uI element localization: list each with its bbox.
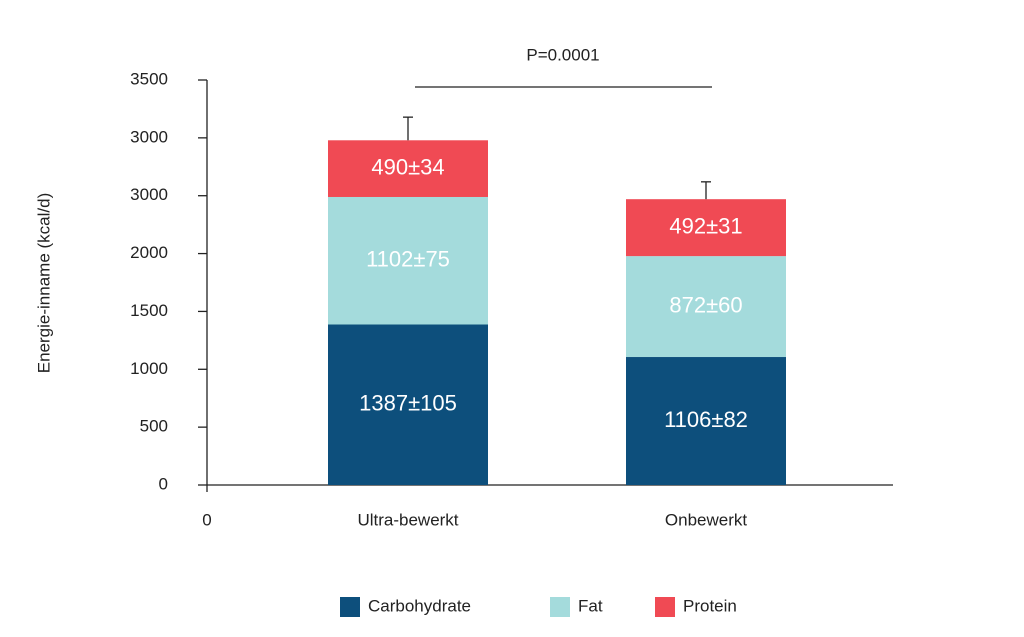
y-tick-label: 3000 xyxy=(130,185,168,204)
corner-label: 0 xyxy=(202,510,211,529)
legend-label: Protein xyxy=(683,596,737,615)
y-tick-label: 1000 xyxy=(130,359,168,378)
legend-swatch xyxy=(655,597,675,617)
bar-segment xyxy=(328,196,488,325)
y-tick-label: 3500 xyxy=(130,69,168,88)
bar-segment xyxy=(626,199,786,257)
value-label: 1387±105 xyxy=(359,391,457,416)
significance-label: P=0.0001 xyxy=(526,45,599,64)
y-tick-label: 500 xyxy=(140,417,168,436)
legend-label: Carbohydrate xyxy=(368,596,471,615)
x-tick-label: Onbewerkt xyxy=(665,510,747,529)
legend-swatch xyxy=(340,597,360,617)
value-label: 492±31 xyxy=(669,213,742,238)
bar-segment xyxy=(626,357,786,485)
y-tick-label: 1500 xyxy=(130,301,168,320)
value-label: 1106±82 xyxy=(664,407,748,432)
bar-segment xyxy=(328,140,488,197)
y-tick-label: 0 xyxy=(159,474,168,493)
value-label: 872±60 xyxy=(669,292,742,317)
y-tick-label: 3000 xyxy=(130,127,168,146)
y-axis-label: Energie-inname (kcal/d) xyxy=(34,193,53,373)
x-tick-label: Ultra-bewerkt xyxy=(357,510,458,529)
legend-swatch xyxy=(550,597,570,617)
bar-segment xyxy=(626,256,786,358)
legend-label: Fat xyxy=(578,596,603,615)
bar-segment xyxy=(328,324,488,485)
value-label: 1102±75 xyxy=(366,247,450,272)
value-label: 490±34 xyxy=(371,154,444,179)
y-tick-label: 2000 xyxy=(130,243,168,262)
